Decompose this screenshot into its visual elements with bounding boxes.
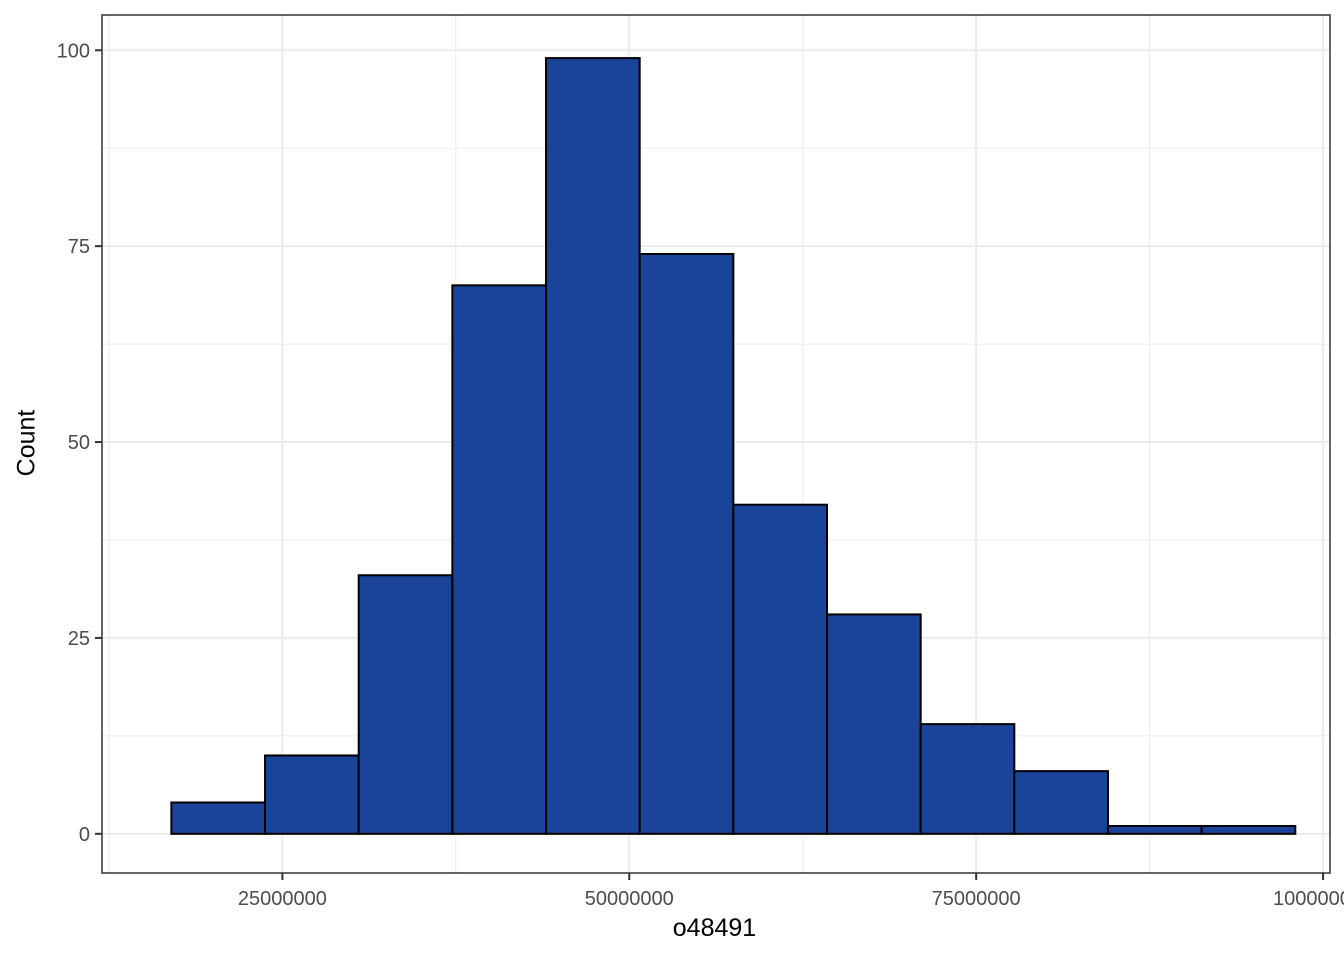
y-axis: 0 25 50 75 100 — [57, 40, 102, 846]
panel-border — [101, 14, 1331, 874]
x-tick-label: 75000000 — [932, 888, 1021, 910]
x-tick-label: 50000000 — [585, 888, 674, 910]
histogram-bar — [545, 57, 641, 835]
x-axis: 25000000 50000000 75000000 100000000 — [238, 873, 1344, 910]
y-tick-label: 50 — [68, 432, 90, 454]
histogram-bar — [1200, 824, 1297, 835]
histogram-bar — [638, 252, 735, 835]
y-tick-label: 0 — [79, 824, 90, 846]
y-tick-label: 75 — [68, 236, 90, 258]
histogram-bars — [170, 57, 1297, 835]
x-tick-label: 25000000 — [238, 888, 327, 910]
histogram-bar — [264, 754, 360, 835]
y-tick-label: 25 — [68, 628, 90, 650]
x-axis-title: o48491 — [672, 914, 757, 942]
histogram-bar — [451, 284, 548, 835]
histogram-bar — [826, 613, 922, 835]
histogram-bar — [919, 723, 1016, 835]
histogram-bar — [732, 503, 829, 835]
y-axis-title: Count — [12, 409, 41, 477]
histogram-bar — [1013, 770, 1109, 835]
histogram-bar — [170, 801, 267, 835]
y-tick-label: 100 — [57, 40, 90, 62]
histogram-bar — [357, 574, 454, 835]
x-tick-label: 100000000 — [1273, 888, 1344, 910]
histogram-bar — [1106, 824, 1203, 835]
